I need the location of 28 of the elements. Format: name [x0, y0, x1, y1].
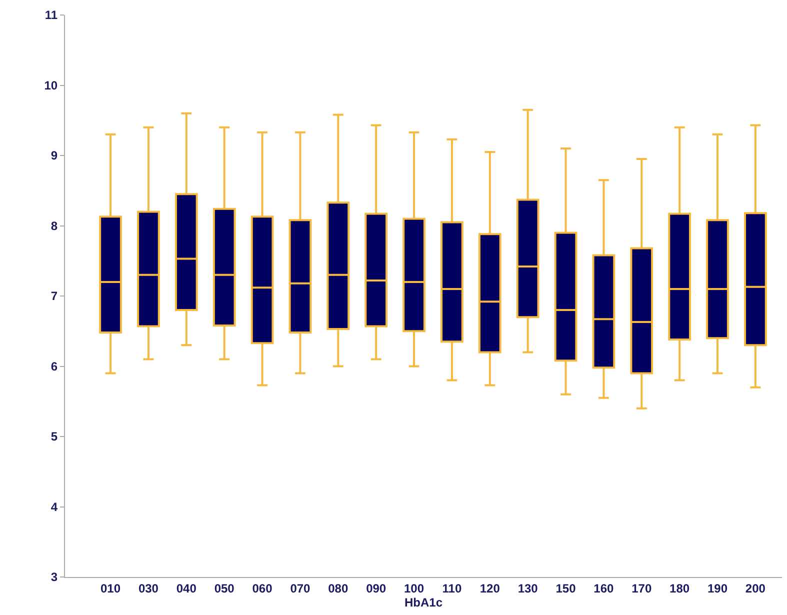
y-tick-label: 7	[50, 289, 58, 304]
x-tick-label: 030	[138, 581, 159, 596]
x-tick-label: 180	[670, 581, 690, 596]
x-tick-label: 050	[214, 581, 235, 596]
y-tick-label: 9	[50, 148, 58, 163]
x-tick-label: 150	[556, 581, 576, 596]
x-tick-label: 090	[366, 581, 386, 596]
x-axis-title: HbA1c	[404, 595, 443, 610]
x-tick-label: 070	[290, 581, 311, 596]
y-tick-label: 4	[50, 500, 58, 514]
x-tick-label: 130	[518, 581, 538, 596]
y-tick-label: 3	[50, 570, 58, 584]
x-tick-label: 190	[707, 581, 728, 596]
x-tick-label: 120	[480, 581, 500, 596]
x-tick-label: 060	[252, 581, 273, 596]
x-tick-label: 080	[328, 581, 348, 596]
y-tick-label: 11	[44, 8, 58, 22]
x-tick-label: 040	[176, 581, 197, 596]
x-tick-label: 110	[442, 581, 462, 596]
y-tick-label: 8	[50, 218, 58, 233]
y-tick-label: 6	[50, 359, 58, 374]
x-tick-label: 170	[632, 581, 652, 596]
x-tick-label: 200	[745, 581, 766, 596]
x-tick-label: 010	[100, 581, 121, 596]
x-tick-label: 100	[404, 581, 424, 596]
y-tick-label: 10	[44, 78, 58, 92]
y-tick-label: 5	[50, 430, 58, 444]
x-tick-label: 160	[594, 581, 614, 596]
